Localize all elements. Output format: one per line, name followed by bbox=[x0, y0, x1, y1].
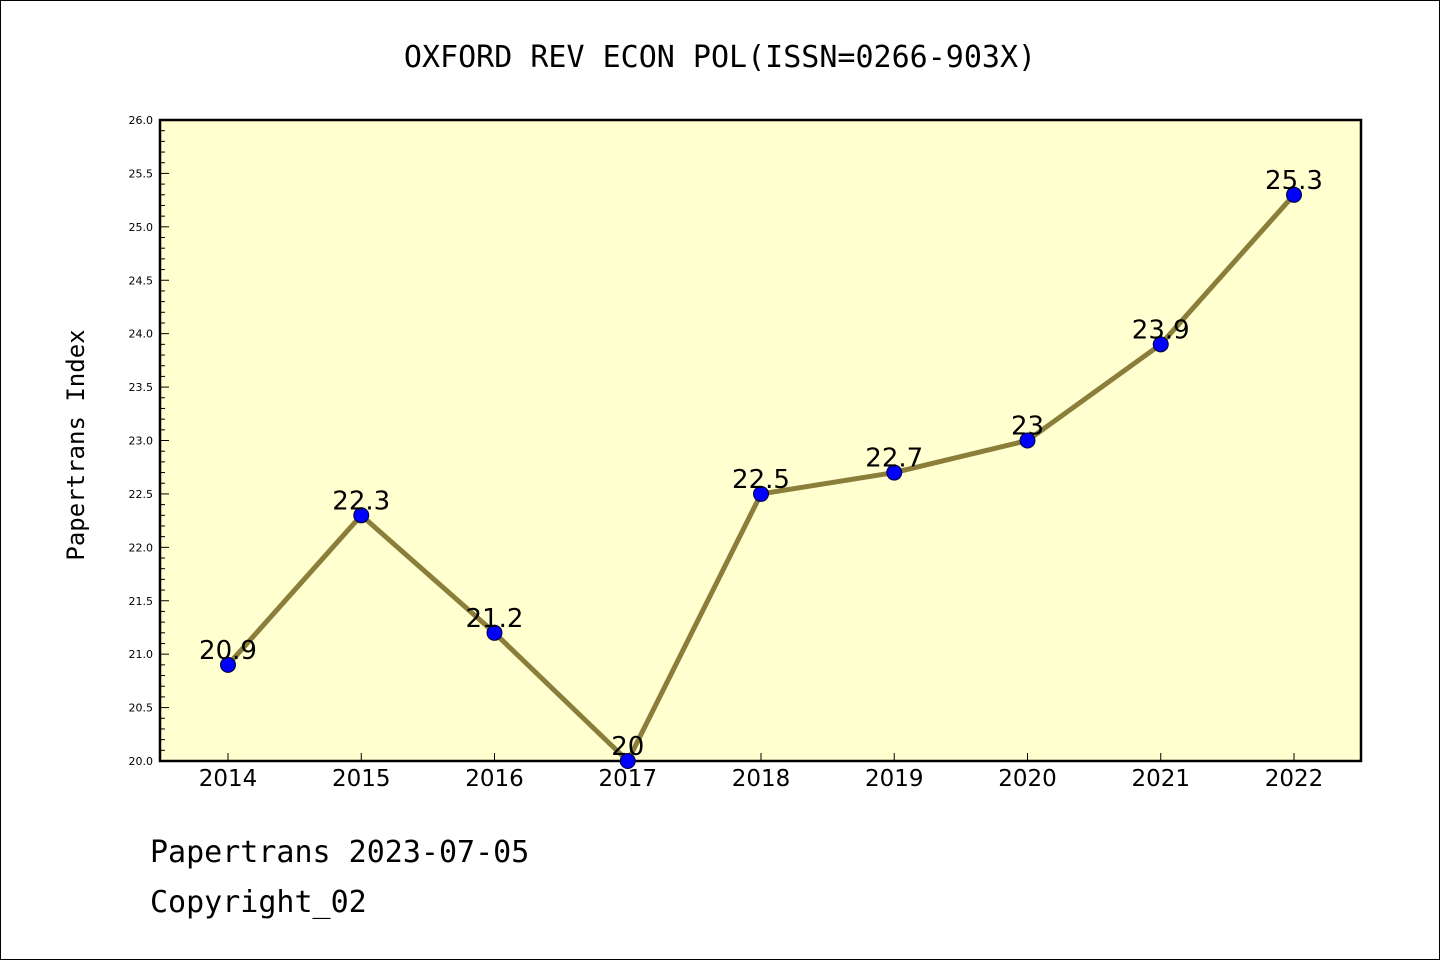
x-tick-label: 2021 bbox=[1131, 766, 1190, 792]
y-tick-label: 20.0 bbox=[129, 755, 154, 768]
x-tick-label: 2022 bbox=[1265, 766, 1324, 792]
x-tick-label: 2017 bbox=[598, 766, 657, 792]
y-tick-label: 21.5 bbox=[129, 595, 154, 608]
data-label: 22.5 bbox=[732, 465, 790, 495]
chart-title: OXFORD REV ECON POL(ISSN=0266-903X) bbox=[404, 40, 1036, 75]
y-tick-label: 25.0 bbox=[129, 221, 154, 234]
data-label: 20.9 bbox=[199, 636, 257, 666]
footer-date: Papertrans 2023-07-05 bbox=[150, 835, 530, 870]
data-label: 22.3 bbox=[332, 486, 390, 516]
series-layer bbox=[220, 186, 1302, 769]
data-label: 23 bbox=[1011, 412, 1044, 442]
y-tick-label: 22.5 bbox=[129, 488, 154, 501]
x-tick-label: 2016 bbox=[465, 766, 524, 792]
data-point bbox=[1286, 186, 1302, 203]
data-point bbox=[619, 753, 636, 769]
footer-copyright: Copyright_02 bbox=[150, 885, 367, 920]
x-tick-label: 2020 bbox=[998, 766, 1057, 792]
plot-area bbox=[158, 118, 1363, 763]
data-point bbox=[1019, 432, 1036, 449]
y-tick-label: 23.5 bbox=[129, 381, 154, 394]
x-axis: 2014 2015 2016 2017 2018 2019 2020 2021 2022 bbox=[199, 753, 1324, 792]
data-point bbox=[353, 507, 370, 524]
y-axis: 20.0 20.5 21.0 21.5 22.0 22.5 23.0 23.5 24.0 24.5… bbox=[129, 114, 169, 768]
y-tick-label: 23.0 bbox=[129, 435, 154, 448]
y-tick-label: 22.0 bbox=[129, 541, 154, 554]
data-labels: 20.9 22.3 21.2 20 22.5 22.7 23 23.9 25.3 bbox=[199, 166, 1323, 762]
data-point bbox=[220, 656, 236, 673]
data-point bbox=[1152, 336, 1169, 353]
y-axis-label: Papertrans Index bbox=[62, 329, 90, 560]
x-tick-label: 2015 bbox=[332, 766, 391, 792]
y-tick-label: 24.5 bbox=[129, 274, 154, 287]
data-label: 23.9 bbox=[1132, 315, 1190, 345]
data-label: 25.3 bbox=[1265, 166, 1323, 196]
y-tick-label: 26.0 bbox=[129, 114, 154, 127]
y-tick-label: 21.0 bbox=[129, 648, 154, 661]
data-point bbox=[486, 624, 503, 641]
y-tick-label: 25.5 bbox=[129, 167, 154, 180]
x-tick-label: 2018 bbox=[732, 766, 791, 792]
x-tick-label: 2019 bbox=[865, 766, 924, 792]
x-tick-label: 2014 bbox=[199, 766, 258, 792]
y-tick-label: 24.0 bbox=[129, 328, 154, 341]
data-point bbox=[753, 485, 769, 502]
data-label: 20 bbox=[611, 732, 644, 762]
data-point bbox=[886, 464, 903, 481]
data-label: 22.7 bbox=[865, 444, 923, 474]
y-tick-label: 20.5 bbox=[129, 702, 154, 715]
data-label: 21.2 bbox=[466, 604, 524, 634]
